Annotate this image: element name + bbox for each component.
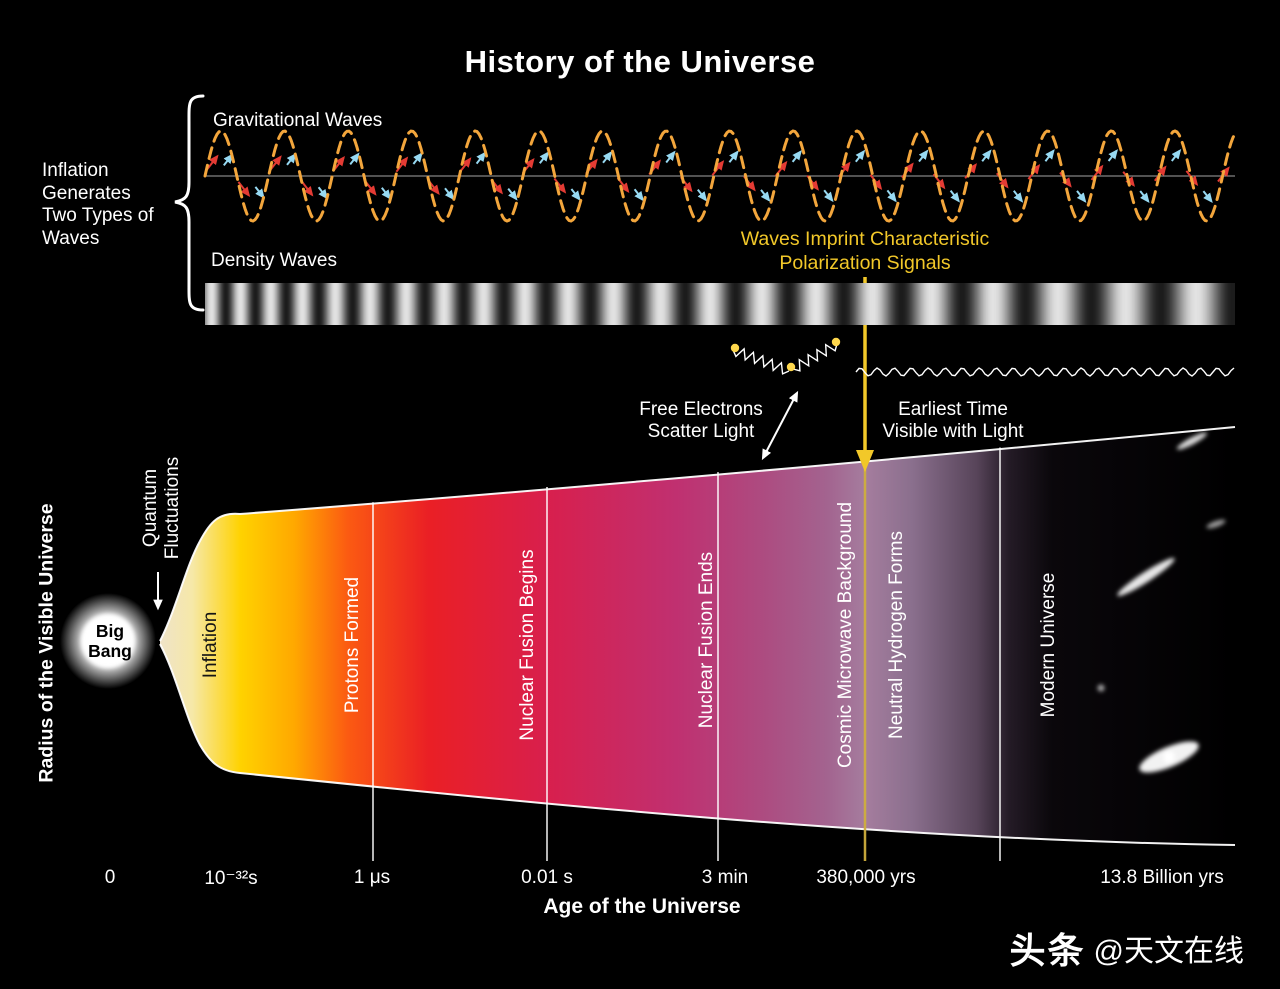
scatter-double-arrow (761, 390, 799, 461)
tick-label-13-8-billion-yrs: 13.8 Billion yrs (1100, 867, 1224, 888)
tick-label-0-01-s: 0.01 s (521, 867, 573, 888)
watermark-brand: 头条 (1009, 930, 1086, 971)
tick-label-1-s: 1 μs (353, 867, 391, 888)
brace-label-line: Inflation (42, 160, 109, 181)
watermark: 头条 @天文在线 (1010, 922, 1244, 974)
epoch-label-inflation: Inflation (200, 611, 221, 679)
tick-label-0: 0 (104, 867, 116, 888)
gravitational-wave-curve (203, 129, 1237, 223)
watermark-handle: @天文在线 (1093, 935, 1244, 968)
polarization-note-line: Polarization Signals (779, 252, 951, 274)
big-bang-line: Bang (88, 641, 132, 661)
galaxy-icon (1206, 519, 1226, 529)
page-title: History of the Universe (464, 44, 816, 79)
x-axis-title: Age of the Universe (543, 895, 741, 918)
epoch-label-protons-formed: Protons Formed (342, 576, 363, 714)
gravitational-waves-label: Gravitational Waves (213, 110, 383, 131)
galaxies (1097, 432, 1226, 773)
big-bang-line: Big (95, 621, 125, 641)
y-axis-label: Radius of the Visible Universe (35, 503, 58, 783)
epoch-label-cosmic-microwave-background: Cosmic Microwave Background (835, 501, 856, 769)
tick-label-380-000-yrs: 380,000 yrs (816, 867, 916, 888)
brace-label-line: Two Types of (42, 205, 154, 226)
electron-dot-icon (730, 343, 740, 353)
earliest-time-label: Earliest Time Visible with Light (882, 399, 1023, 443)
density-waves-label: Density Waves (211, 250, 337, 271)
polarization-note-line: Waves Imprint Characteristic (740, 228, 990, 250)
galaxy-icon (1117, 558, 1175, 596)
galaxy-core-icon (1163, 751, 1175, 763)
epoch-label-nuclear-fusion-begins: Nuclear Fusion Begins (517, 549, 538, 741)
inflation-brace-label: Inflation Generates Two Types of Waves (42, 160, 154, 250)
brace-icon (174, 94, 205, 312)
free-electrons-line: Scatter Light (647, 421, 755, 442)
polarization-note: Waves Imprint Characteristic Polarizatio… (741, 227, 990, 275)
funnel-top-outline (159, 426, 1236, 642)
epoch-boundary-lines (372, 447, 1001, 861)
universe-funnel (160, 427, 1235, 845)
epoch-label-modern-universe: Modern Universe (1038, 572, 1059, 718)
quantum-line: Fluctuations (162, 456, 183, 560)
earliest-time-line: Earliest Time (898, 399, 1008, 420)
electron-dot-icon (831, 337, 841, 347)
brace-label-line: Waves (42, 227, 100, 249)
gravitational-wave-graphic (203, 129, 1237, 223)
photon-scattering-graphic (730, 337, 1235, 461)
epoch-label-neutral-hydrogen-forms: Neutral Hydrogen Forms (886, 530, 907, 740)
funnel-bottom-outline (159, 643, 1236, 846)
tick-label-3-min: 3 min (701, 867, 749, 888)
star-icon (1097, 684, 1105, 692)
brace-label-line: Generates (42, 182, 131, 204)
free-electrons-line: Free Electrons (639, 399, 763, 420)
free-electrons-label: Free Electrons Scatter Light (639, 399, 763, 443)
quantum-line: Quantum (140, 468, 161, 548)
quantum-fluctuations-label: Quantum Fluctuations (140, 457, 184, 559)
electron-dot-icon (786, 362, 796, 372)
tick-label-10-s: 10⁻³²s (204, 868, 258, 889)
galaxy-icon (1176, 432, 1208, 450)
density-wave-strip (205, 283, 1235, 325)
earliest-time-line: Visible with Light (882, 421, 1024, 442)
big-bang-label: Big Bang (88, 621, 132, 661)
epoch-label-nuclear-fusion-ends: Nuclear Fusion Ends (696, 551, 717, 729)
big-bang-glow (60, 593, 156, 689)
